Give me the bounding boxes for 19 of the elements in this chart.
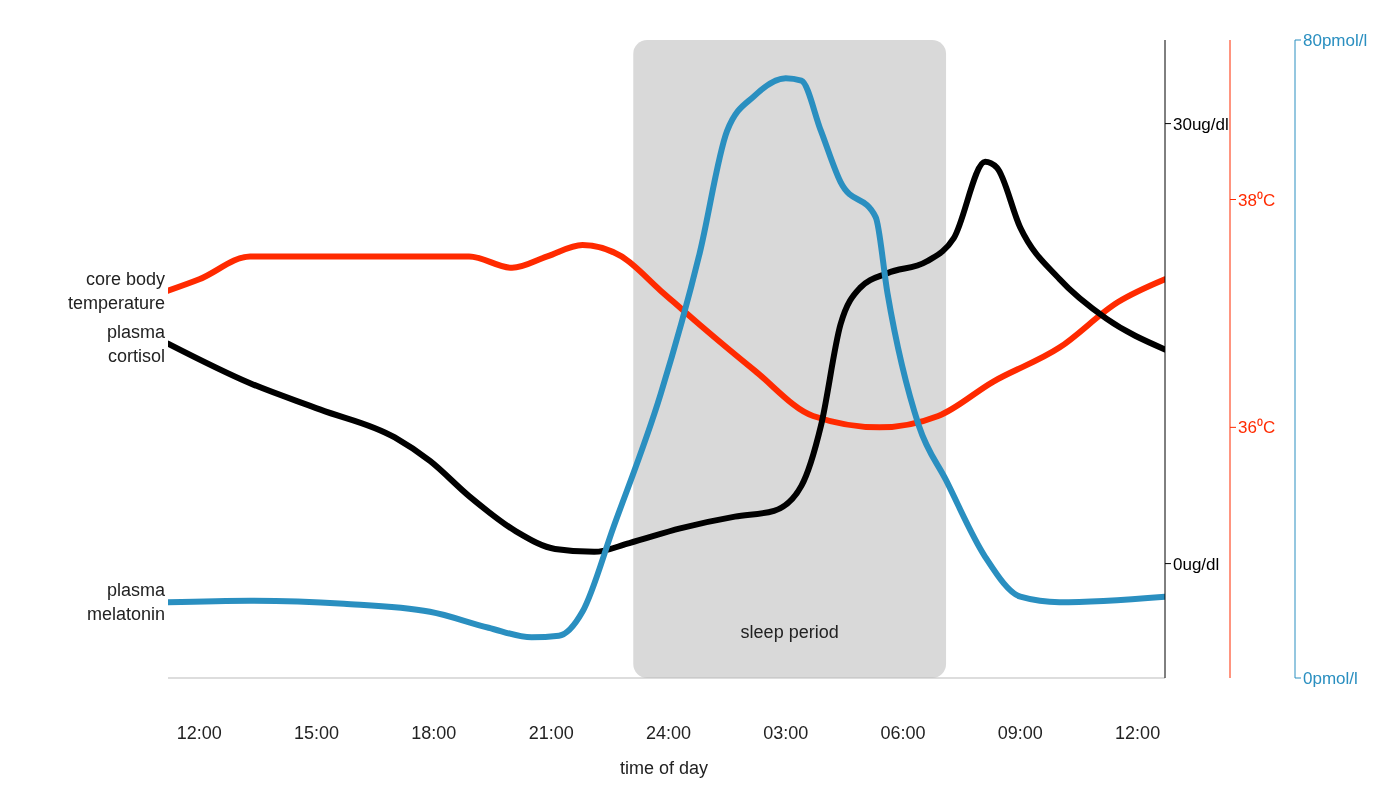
y2-tick-label: 38⁰C (1238, 190, 1276, 210)
x-tick-label: 15:00 (294, 722, 340, 743)
series-label: plasma melatonin (85, 579, 165, 627)
y3-tick-label: 0pmol/l (1303, 669, 1358, 689)
y3-tick-label: 80pmol/l (1303, 31, 1368, 51)
x-tick-label: 18:00 (411, 722, 457, 743)
x-tick-label: 12:00 (176, 722, 222, 743)
x-tick-label: 03:00 (763, 722, 809, 743)
band-label: sleep period (740, 622, 839, 642)
y-tick-label: 0ug/dl (1173, 554, 1220, 574)
x-tick-label: 21:00 (528, 722, 574, 743)
y-tick-label: 30ug/dl (1173, 114, 1229, 134)
x-tick-label: 12:00 (1115, 722, 1161, 743)
x-axis-title: time of day (618, 758, 709, 779)
y2-tick-label: 36⁰C (1238, 418, 1276, 438)
x-tick-label: 09:00 (997, 722, 1043, 743)
series-label: plasma cortisol (105, 320, 165, 368)
x-tick-label: 06:00 (880, 722, 926, 743)
x-tick-label: 24:00 (645, 722, 691, 743)
